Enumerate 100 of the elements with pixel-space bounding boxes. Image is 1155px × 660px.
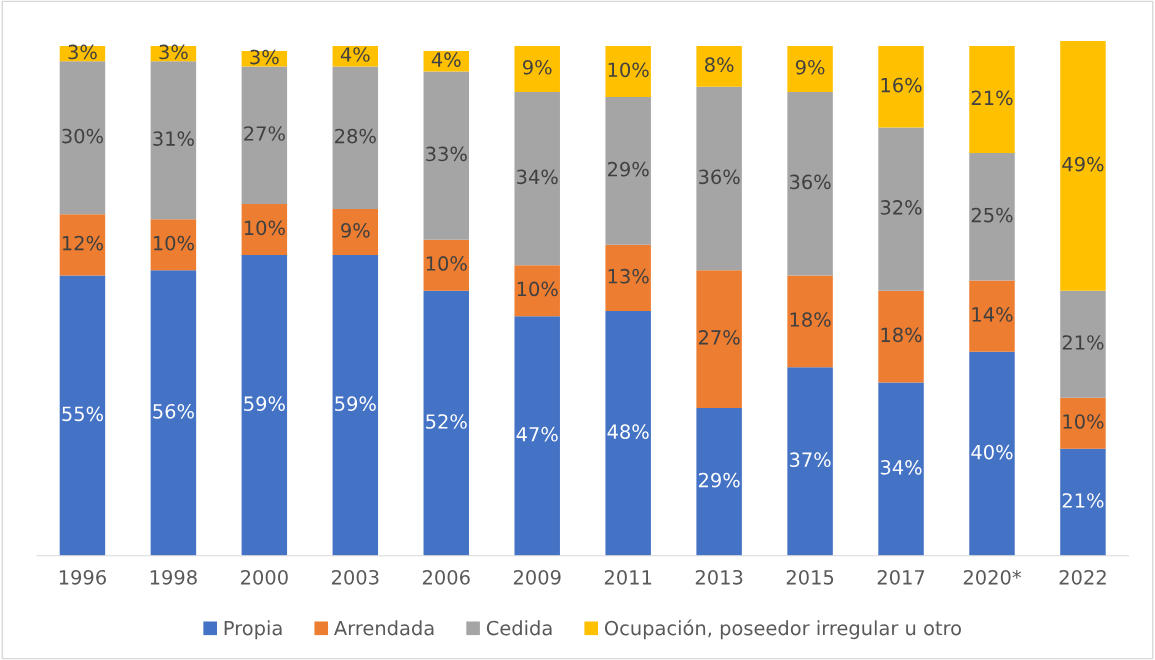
data-label: 4% [431, 52, 461, 67]
data-label: 3% [159, 44, 188, 60]
bar [969, 153, 1015, 281]
bar [696, 407, 742, 556]
data-label: 12% [62, 235, 103, 251]
data-label: 21% [1062, 335, 1104, 350]
data-label: 55% [62, 406, 103, 422]
bar [150, 219, 197, 271]
bar [605, 311, 651, 556]
bar [241, 204, 288, 255]
bar [332, 255, 379, 556]
data-label: 34% [880, 460, 922, 475]
data-label: 33% [426, 146, 467, 162]
data-label: 47% [516, 426, 558, 442]
bar [787, 91, 833, 276]
bar [787, 275, 833, 368]
bar [241, 255, 288, 556]
data-label: 52% [426, 414, 467, 429]
bar [59, 61, 106, 215]
bar [605, 46, 651, 97]
data-label: 48% [607, 424, 649, 440]
bar [332, 66, 379, 210]
data-label: 36% [699, 169, 740, 185]
data-label: 9% [523, 59, 552, 75]
bar [423, 71, 469, 240]
data-label: 27% [698, 330, 740, 345]
bar [969, 46, 1015, 154]
bar [696, 46, 742, 87]
x-tick-label: 2020* [963, 569, 1022, 585]
bar [241, 66, 288, 205]
data-label: 32% [880, 200, 922, 215]
bar [1060, 290, 1106, 398]
data-label: 10% [1063, 414, 1104, 429]
bar [605, 96, 651, 245]
legend-label: Ocupación, poseedor irregular u otro [604, 619, 961, 640]
bar [1060, 448, 1106, 556]
legend-label: Propia [224, 620, 282, 640]
x-tick-label: 2015 [786, 569, 834, 585]
data-label: 9% [795, 59, 825, 75]
x-tick-label: 2000 [241, 569, 288, 585]
data-label: 10% [426, 256, 467, 271]
legend-label: Cedida [486, 620, 552, 636]
data-label: 4% [340, 47, 370, 62]
x-tick-label: 2011 [604, 569, 652, 585]
bar [59, 275, 106, 556]
bar [787, 46, 833, 92]
x-tick-label: 2013 [695, 569, 743, 585]
data-label: 3% [68, 44, 97, 60]
bar [150, 61, 197, 220]
bar [150, 270, 197, 556]
data-label: 49% [1062, 156, 1104, 172]
data-label: 30% [62, 128, 103, 144]
bar [878, 46, 924, 128]
bar [514, 91, 560, 266]
bar [514, 46, 560, 92]
data-label: 21% [1062, 493, 1104, 508]
bar [969, 351, 1015, 556]
data-label: 10% [153, 235, 194, 251]
data-label: 31% [153, 131, 194, 146]
bar [878, 127, 924, 291]
bar [514, 265, 560, 317]
data-label: 27% [244, 126, 285, 141]
data-label: 59% [244, 396, 285, 411]
bar [878, 382, 924, 556]
data-label: 18% [790, 312, 831, 327]
data-label: 18% [881, 327, 922, 343]
data-label: 34% [517, 169, 558, 185]
data-label: 8% [705, 57, 734, 73]
bar [514, 316, 560, 556]
bar [878, 290, 924, 383]
data-label: 10% [608, 62, 649, 78]
bar [423, 239, 469, 291]
bar [1060, 397, 1106, 449]
bar [605, 244, 651, 312]
x-tick-label: 2009 [513, 569, 561, 585]
data-label: 40% [971, 444, 1013, 460]
x-tick-label: 2017 [877, 569, 925, 585]
data-label: 3% [250, 49, 279, 65]
x-tick-label: 2022 [1059, 569, 1106, 585]
bar [423, 290, 469, 556]
data-label: 13% [608, 268, 649, 284]
data-label: 36% [789, 174, 831, 190]
x-tick-label: 2003 [331, 569, 379, 585]
bar [59, 214, 106, 276]
data-label: 28% [335, 128, 376, 144]
x-tick-label: 1996 [59, 569, 106, 585]
legend-label: Arrendada [334, 620, 434, 636]
x-tick-label: 2006 [422, 569, 470, 585]
data-label: 9% [341, 222, 370, 238]
data-label: 16% [881, 77, 922, 93]
data-label: 10% [517, 281, 558, 297]
bar [1060, 40, 1106, 291]
data-label: 59% [335, 396, 376, 411]
data-label: 25% [971, 207, 1013, 223]
x-tick-label: 1998 [150, 569, 197, 585]
data-label: 37% [789, 452, 831, 468]
bar [787, 367, 833, 556]
data-label: 14% [972, 307, 1013, 322]
bar [696, 86, 742, 271]
data-label: 29% [698, 472, 740, 488]
